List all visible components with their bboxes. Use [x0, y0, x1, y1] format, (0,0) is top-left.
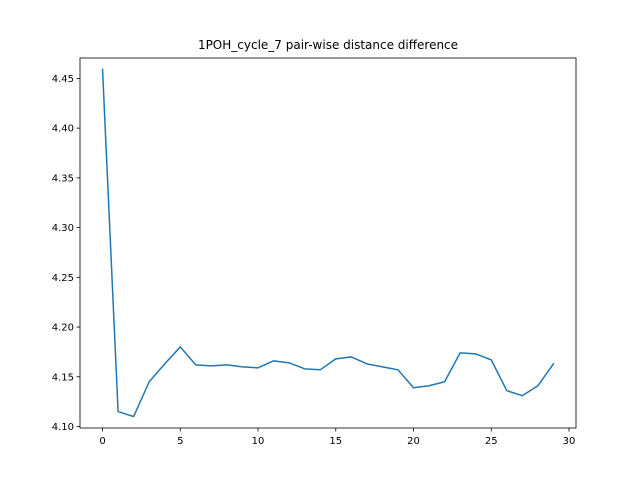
x-tick-label: 15 [329, 436, 342, 447]
y-tick-label: 4.20 [52, 323, 74, 334]
series-line [101, 68, 555, 418]
x-tick-label: 10 [252, 436, 265, 447]
y-tick-label: 4.45 [52, 74, 74, 85]
y-axis: 4.10 4.15 4.20 4.25 4.30 4.35 4.40 4.45 [52, 74, 80, 433]
x-tick-label: 25 [485, 436, 498, 447]
y-tick-label: 4.40 [52, 124, 74, 135]
plot-area [79, 57, 577, 429]
y-tick-label: 4.25 [52, 273, 74, 284]
y-tick-label: 4.35 [52, 173, 74, 184]
x-tick-label: 20 [407, 436, 420, 447]
series-group [101, 68, 555, 418]
y-tick-label: 4.15 [52, 372, 74, 383]
x-tick-label: 0 [99, 436, 105, 447]
chart-title: 1POH_cycle_7 pair-wise distance differen… [198, 38, 458, 52]
x-tick-label: 5 [177, 436, 183, 447]
y-tick-label: 4.30 [52, 223, 74, 234]
y-tick-label: 4.10 [52, 422, 74, 433]
x-axis: 0 5 10 15 20 25 30 [99, 428, 575, 447]
x-tick-label: 30 [563, 436, 576, 447]
plot-frame [79, 57, 577, 429]
